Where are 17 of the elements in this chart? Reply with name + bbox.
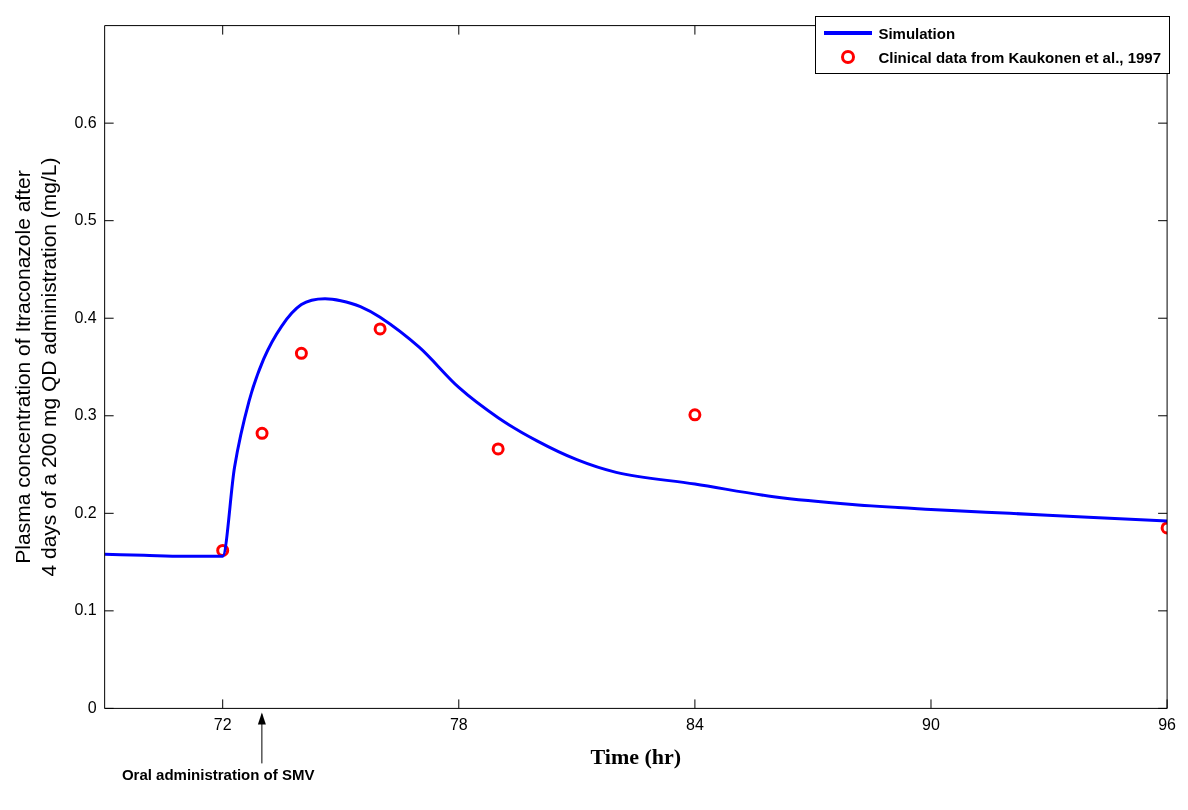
x-tick-label: 78 [449,716,468,734]
x-tick-label: 72 [213,716,232,734]
x-axis-title: Time (hr) [590,744,682,770]
x-tick-label: 90 [922,716,940,734]
y-tick-label: 0.5 [74,211,97,229]
y-tick-label: 0 [87,698,97,716]
y-tick-label: 0.2 [74,503,97,521]
y-axis-title: Plasma concentration of Itraconazole after 4 days of a 200 mg QD administration (mg/L) [11,157,60,577]
legend-label: Simulation [878,24,956,42]
y-tick-label: 0.1 [74,601,97,619]
x-tick-label: 84 [686,716,704,734]
y-tick-label: 0.6 [74,113,97,131]
y-tick-label: 0.3 [74,406,97,424]
x-tick-label: 96 [1158,716,1177,734]
y-tick-label: 0.4 [74,308,97,326]
text: Oral administration of SMV [121,766,315,784]
legend-label: Clinical data from Kaukonen et al., 1997 [878,48,1161,66]
